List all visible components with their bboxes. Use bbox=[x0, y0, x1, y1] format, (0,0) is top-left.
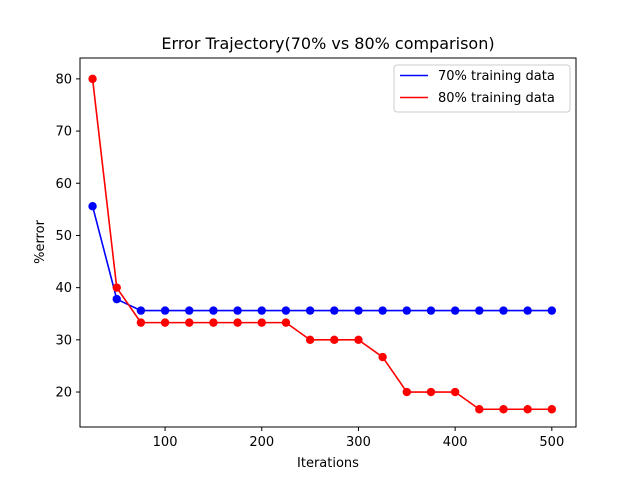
y-tick-label: 80 bbox=[55, 72, 72, 87]
legend: 70% training data 80% training data bbox=[393, 64, 571, 113]
data-point bbox=[523, 306, 532, 315]
data-point bbox=[426, 387, 436, 397]
data-point bbox=[185, 318, 194, 327]
legend-label-80: 80% training data bbox=[438, 91, 555, 106]
y-tick-label: 70 bbox=[55, 125, 72, 140]
data-point bbox=[112, 294, 121, 304]
data-point bbox=[330, 335, 339, 345]
data-point bbox=[233, 318, 242, 327]
data-point bbox=[378, 352, 387, 362]
data-point bbox=[499, 306, 508, 315]
data-point bbox=[450, 387, 460, 397]
data-point bbox=[523, 405, 532, 414]
data-point bbox=[160, 306, 170, 315]
x-tick-label: 200 bbox=[249, 435, 274, 450]
x-tick-label: 500 bbox=[539, 435, 564, 450]
chart-title: Error Trajectory(70% vs 80% comparison) bbox=[161, 34, 494, 53]
plot-content bbox=[88, 74, 557, 414]
data-point bbox=[475, 306, 484, 315]
legend-box bbox=[393, 64, 571, 113]
data-point bbox=[136, 318, 146, 327]
x-axis-label: Iterations bbox=[297, 456, 359, 471]
data-point bbox=[305, 335, 315, 345]
x-tick-label: 100 bbox=[153, 435, 178, 450]
y-axis: 20 30 40 50 60 70 80 bbox=[55, 72, 80, 401]
data-point bbox=[330, 306, 339, 315]
x-tick-label: 400 bbox=[443, 435, 468, 450]
y-tick-label: 50 bbox=[55, 229, 72, 244]
y-tick-label: 30 bbox=[55, 333, 72, 348]
data-point bbox=[426, 306, 436, 315]
data-point bbox=[257, 306, 266, 315]
plot-frame bbox=[79, 57, 577, 428]
data-point bbox=[185, 306, 194, 315]
data-point bbox=[450, 306, 460, 315]
data-point bbox=[233, 306, 242, 315]
data-point bbox=[209, 318, 218, 327]
x-tick-label: 300 bbox=[346, 435, 371, 450]
data-point bbox=[88, 74, 97, 84]
data-point bbox=[88, 202, 97, 211]
data-point bbox=[354, 306, 363, 315]
data-point bbox=[475, 405, 484, 414]
data-point bbox=[112, 283, 121, 292]
data-point bbox=[402, 387, 411, 397]
x-axis: 100 200 300 400 500 bbox=[153, 427, 564, 450]
data-point bbox=[257, 318, 266, 327]
y-tick-label: 60 bbox=[55, 177, 72, 192]
data-point bbox=[136, 306, 146, 315]
series-line-1 bbox=[91, 78, 552, 411]
y-axis-label: %error bbox=[33, 219, 48, 263]
y-tick-label: 20 bbox=[55, 386, 72, 401]
data-point bbox=[499, 405, 508, 414]
data-point bbox=[402, 306, 411, 315]
series-line-0 bbox=[91, 206, 552, 312]
data-point bbox=[281, 306, 291, 315]
data-point bbox=[305, 306, 315, 315]
data-point bbox=[354, 335, 363, 345]
y-tick-label: 40 bbox=[55, 281, 72, 296]
data-point bbox=[378, 306, 387, 315]
data-point bbox=[547, 306, 557, 315]
data-point bbox=[160, 318, 170, 327]
data-point bbox=[281, 318, 291, 327]
data-point bbox=[209, 306, 218, 315]
data-point bbox=[547, 405, 557, 414]
legend-label-70: 70% training data bbox=[438, 69, 555, 84]
